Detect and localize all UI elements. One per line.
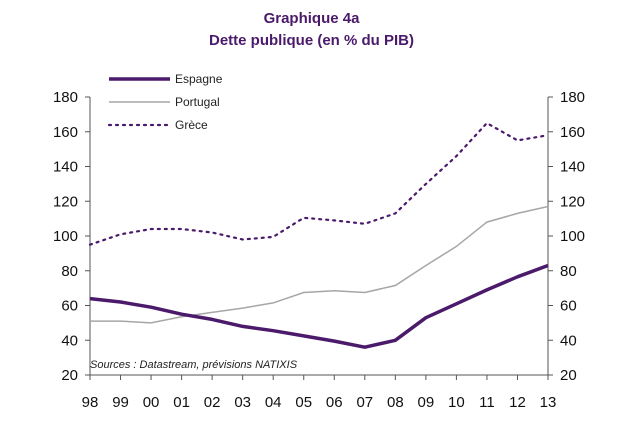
y-tick-label-right: 140 bbox=[560, 159, 585, 176]
source-note: Sources : Datastream, prévisions NATIXIS bbox=[90, 359, 298, 371]
x-tick-label: 98 bbox=[82, 394, 99, 411]
y-tick-label-left: 80 bbox=[61, 263, 78, 280]
y-tick-label-left: 100 bbox=[53, 228, 78, 245]
y-tick-label-right: 180 bbox=[560, 89, 585, 106]
x-tick-label: 03 bbox=[234, 394, 251, 411]
x-tick-label: 07 bbox=[356, 394, 373, 411]
series-layer bbox=[88, 121, 550, 349]
y-tick-label-left: 40 bbox=[61, 332, 78, 349]
x-tick-label: 04 bbox=[265, 394, 282, 411]
y-tick-label-left: 140 bbox=[53, 159, 78, 176]
legend-label: Espagne bbox=[175, 72, 223, 86]
y-tick-label-right: 40 bbox=[560, 332, 577, 349]
x-tick-label: 06 bbox=[326, 394, 343, 411]
legend: Espagne Portugal Grèce bbox=[107, 72, 223, 132]
y-tick-label-right: 160 bbox=[560, 124, 585, 141]
legend-label: Grèce bbox=[175, 118, 208, 132]
chart-subtitle: Dette publique (en % du PIB) bbox=[209, 32, 414, 49]
y-tick-label-left: 180 bbox=[53, 89, 78, 106]
x-tick-label: 12 bbox=[509, 394, 526, 411]
series-line-espagne bbox=[89, 263, 549, 349]
y-tick-label-left: 120 bbox=[53, 193, 78, 210]
x-tick-label: 10 bbox=[448, 394, 465, 411]
y-tick-label-right: 80 bbox=[560, 263, 577, 280]
y-tick-label-right: 100 bbox=[560, 228, 585, 245]
legend-label: Portugal bbox=[175, 95, 220, 109]
x-tick-label: 01 bbox=[173, 394, 190, 411]
x-tick-label: 09 bbox=[418, 394, 435, 411]
y-tick-label-right: 120 bbox=[560, 193, 585, 210]
x-tick-label: 00 bbox=[143, 394, 160, 411]
x-tick-label: 02 bbox=[204, 394, 221, 411]
x-tick-label: 08 bbox=[387, 394, 404, 411]
series-line-portugal bbox=[90, 205, 549, 324]
x-tick-label: 13 bbox=[540, 394, 557, 411]
y-tick-label-right: 20 bbox=[560, 367, 577, 384]
y-tick-label-left: 60 bbox=[61, 298, 78, 315]
x-tick-label: 99 bbox=[112, 394, 129, 411]
y-tick-label-right: 60 bbox=[560, 298, 577, 315]
chart-title: Graphique 4a bbox=[263, 10, 360, 27]
x-tick-label: 05 bbox=[295, 394, 312, 411]
y-tick-label-left: 20 bbox=[61, 367, 78, 384]
x-tick-label: 11 bbox=[479, 394, 495, 411]
y-tick-label-left: 160 bbox=[53, 124, 78, 141]
series-line-grce bbox=[88, 121, 550, 246]
